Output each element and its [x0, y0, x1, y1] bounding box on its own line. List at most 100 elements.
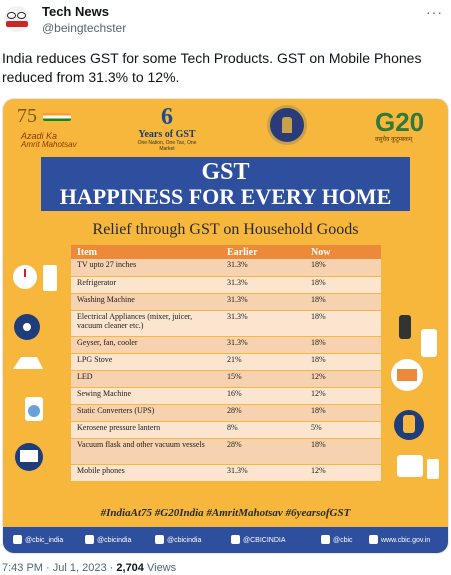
social-handle-koo: @cbic — [321, 535, 353, 544]
social-handle-twitter: @cbic_india — [13, 535, 63, 544]
social-handles-bar: @cbic_india @cbicindia @cbicindia @CBICI… — [3, 527, 448, 553]
table-row: Static Converters (UPS) 28% 18% — [71, 404, 381, 422]
table-header-row: Item Earlier Now — [71, 245, 381, 259]
flag-icon — [43, 113, 71, 121]
g20-subtitle: वसुधैव कुटुम्बकम् — [375, 137, 413, 143]
tweet-media-image[interactable]: 75 Azadi Ka Amrit Mahotsav 6 Years of GS… — [2, 98, 449, 554]
social-handle-website: www.cbic.gov.in — [369, 535, 430, 544]
separator: · — [109, 562, 114, 574]
handle[interactable]: @beingtechster — [42, 21, 127, 35]
earlier-rate-cell: 21% — [221, 353, 305, 371]
fridge-icon — [43, 265, 57, 291]
now-rate-cell: 18% — [305, 310, 381, 337]
hashtags: #IndiaAt75 #G20India #AmritMahotsav #6ye… — [100, 507, 351, 519]
table-row: TV upto 27 inches 31.3% 18% — [71, 259, 381, 277]
facebook-icon — [85, 535, 94, 544]
view-count: 2,704 — [116, 562, 144, 574]
years-title: Years of GST — [138, 129, 196, 140]
table-row: Vacuum flask and other vacuum vessels 28… — [71, 438, 381, 465]
earlier-rate-cell: 28% — [221, 438, 305, 465]
now-rate-cell: 18% — [305, 336, 381, 354]
now-rate-cell: 18% — [305, 353, 381, 371]
azadi-number: 75 — [17, 105, 37, 127]
tweet-time[interactable]: 7:43 PM — [2, 562, 43, 574]
tweet-text: India reduces GST for some Tech Products… — [2, 50, 422, 85]
item-cell: Mobile phones — [71, 464, 221, 482]
table-row: Refrigerator 31.3% 18% — [71, 276, 381, 294]
table-row: Electrical Appliances (mixer, juicer, va… — [71, 310, 381, 337]
avatar-eye — [17, 12, 26, 19]
item-cell: Refrigerator — [71, 276, 221, 294]
azadi-ka-amrit-mahotsav-logo: 75 Azadi Ka Amrit Mahotsav — [17, 105, 97, 151]
social-handle-instagram: @cbicindia — [155, 535, 201, 544]
now-rate-cell: 18% — [305, 293, 381, 311]
item-cell: LPG Stove — [71, 353, 221, 371]
social-label: www.cbic.gov.in — [381, 537, 431, 544]
social-label: @cbicindia — [167, 537, 202, 544]
gst-rates-table: Item Earlier Now TV upto 27 inches 31.3%… — [71, 245, 381, 482]
item-cell: Washing Machine — [71, 293, 221, 311]
now-rate-cell: 18% — [305, 404, 381, 422]
azadi-line1: Azadi Ka — [21, 131, 58, 141]
youtube-icon — [231, 535, 240, 544]
item-cell: LED — [71, 370, 221, 388]
social-label: @cbicindia — [97, 537, 132, 544]
earlier-rate-cell: 15% — [221, 370, 305, 388]
social-handle-facebook: @cbicindia — [85, 535, 131, 544]
emblem-core — [282, 117, 292, 133]
now-rate-cell: 12% — [305, 370, 381, 388]
earlier-rate-cell: 28% — [221, 404, 305, 422]
table-row: LPG Stove 21% 18% — [71, 353, 381, 371]
iron-icon — [13, 357, 43, 369]
tweet-date[interactable]: Jul 1, 2023 — [52, 562, 107, 574]
koo-icon — [321, 535, 330, 544]
item-cell: Electrical Appliances (mixer, juicer, va… — [71, 310, 221, 337]
item-cell: Vacuum flask and other vacuum vessels — [71, 438, 221, 465]
earlier-rate-cell: 31.3% — [221, 276, 305, 294]
six-years-of-gst-logo: 6 Years of GST One Nation, One Tax, One … — [135, 105, 199, 152]
separator: · — [46, 562, 50, 574]
now-rate-cell: 18% — [305, 438, 381, 465]
item-cell: TV upto 27 inches — [71, 259, 221, 277]
globe-icon — [369, 535, 378, 544]
column-header: Earlier — [221, 245, 305, 259]
now-rate-cell: 18% — [305, 259, 381, 277]
earlier-rate-cell: 8% — [221, 421, 305, 439]
appliance-icons-right — [391, 315, 439, 479]
banner-line2: HAPPINESS FOR EVERY HOME — [59, 184, 392, 209]
tweet-header: Tech News @beingtechster ··· — [0, 0, 451, 40]
geyser-icon — [421, 329, 437, 357]
table-row: Kerosene pressure lantern 8% 5% — [71, 421, 381, 439]
avatar-eye — [7, 12, 16, 19]
mixer-icon — [397, 455, 423, 477]
item-cell: Kerosene pressure lantern — [71, 421, 221, 439]
avatar-band — [6, 21, 28, 27]
earlier-rate-cell: 31.3% — [221, 336, 305, 354]
table-row: Washing Machine 31.3% 18% — [71, 293, 381, 311]
phone-icon — [399, 315, 411, 339]
cbic-emblem-icon — [267, 105, 307, 145]
item-cell: Geyser, fan, cooler — [71, 336, 221, 354]
appliance-icons-left — [13, 265, 57, 471]
avatar[interactable] — [4, 6, 30, 32]
earlier-rate-cell: 31.3% — [221, 259, 305, 277]
table-row: LED 15% 12% — [71, 370, 381, 388]
social-label: @CBICINDIA — [243, 537, 286, 544]
logos-strip: 75 Azadi Ka Amrit Mahotsav 6 Years of GS… — [3, 99, 448, 157]
infographic-subtitle: Relief through GST on Household Goods — [92, 221, 359, 238]
table-row: Geyser, fan, cooler 31.3% 18% — [71, 336, 381, 354]
display-name[interactable]: Tech News — [42, 4, 109, 19]
social-handle-youtube: @CBICINDIA — [231, 535, 286, 544]
item-cell: Static Converters (UPS) — [71, 404, 221, 422]
more-options-icon[interactable]: ··· — [426, 4, 443, 20]
column-header: Item — [71, 245, 221, 259]
earlier-rate-cell: 31.3% — [221, 293, 305, 311]
azadi-line2: Amrit Mahotsav — [21, 140, 77, 149]
banner-line1: GST — [201, 159, 250, 185]
earlier-rate-cell: 31.3% — [221, 310, 305, 337]
flask-icon — [427, 459, 439, 479]
earlier-rate-cell: 31.3% — [221, 464, 305, 482]
social-label: @cbic_india — [25, 537, 64, 544]
now-rate-cell: 12% — [305, 464, 381, 482]
item-cell: Sewing Machine — [71, 387, 221, 405]
